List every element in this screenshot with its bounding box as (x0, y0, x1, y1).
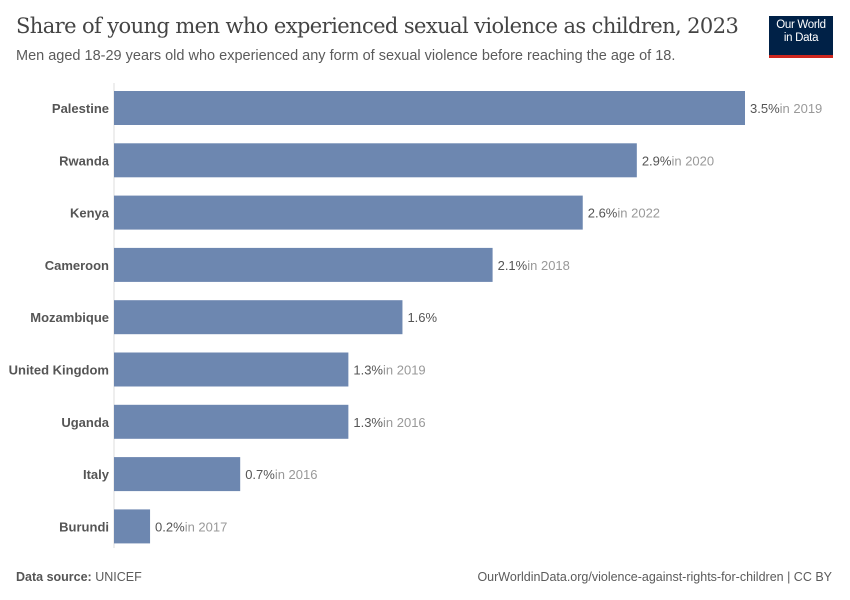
year-note: in 2017 (185, 519, 228, 534)
chart-title: Share of young men who experienced sexua… (16, 14, 739, 38)
data-source: Data source: UNICEF (16, 570, 142, 584)
value-label: 1.3%in 2019 (353, 363, 425, 378)
year-note: in 2020 (671, 153, 714, 168)
value-text: 1.3% (353, 415, 383, 430)
category-label: Italy (83, 467, 110, 482)
year-note: in 2018 (527, 258, 570, 273)
source-label: Data source: (16, 570, 92, 584)
year-note: in 2016 (383, 415, 426, 430)
value-text: 1.3% (353, 363, 383, 378)
value-text: 2.9% (642, 153, 672, 168)
value-label: 0.7%in 2016 (245, 467, 317, 482)
bar-kenya (114, 195, 583, 230)
value-text: 3.5% (750, 101, 780, 116)
value-text: 2.6% (588, 206, 618, 221)
bar-uganda (114, 404, 349, 439)
value-label: 1.3%in 2016 (353, 415, 425, 430)
bar-burundi (114, 509, 151, 544)
category-label: Palestine (52, 101, 109, 116)
value-text: 2.1% (498, 258, 528, 273)
value-label: 2.1%in 2018 (498, 258, 570, 273)
owid-logo[interactable]: Our World in Data (769, 16, 833, 58)
category-label: Kenya (70, 206, 110, 221)
source-link[interactable]: UNICEF (95, 570, 142, 584)
bar-united-kingdom (114, 352, 349, 387)
bar-mozambique (114, 300, 403, 335)
category-label: Mozambique (30, 310, 109, 325)
value-label: 0.2%in 2017 (155, 519, 227, 534)
category-label: Rwanda (59, 153, 110, 168)
chart-subtitle: Men aged 18-29 years old who experienced… (16, 48, 676, 64)
year-note: in 2019 (780, 101, 823, 116)
year-note: in 2016 (275, 467, 318, 482)
category-label: Cameroon (45, 258, 109, 273)
year-note: in 2022 (617, 206, 660, 221)
footer-url[interactable]: OurWorldinData.org/violence-against-righ… (477, 570, 832, 584)
value-label: 2.6%in 2022 (588, 206, 660, 221)
value-label: 1.6% (407, 310, 437, 325)
value-text: 0.7% (245, 467, 275, 482)
bar-italy (114, 457, 241, 492)
category-label: United Kingdom (9, 363, 109, 378)
value-label: 3.5%in 2019 (750, 101, 822, 116)
bar-cameroon (114, 247, 493, 282)
bar-rwanda (114, 143, 637, 178)
year-note: in 2019 (383, 363, 426, 378)
value-label: 2.9%in 2020 (642, 153, 714, 168)
value-text: 0.2% (155, 519, 185, 534)
value-text: 1.6% (407, 310, 437, 325)
bar-palestine (114, 91, 745, 125)
category-label: Uganda (61, 415, 109, 430)
category-label: Burundi (59, 519, 109, 534)
